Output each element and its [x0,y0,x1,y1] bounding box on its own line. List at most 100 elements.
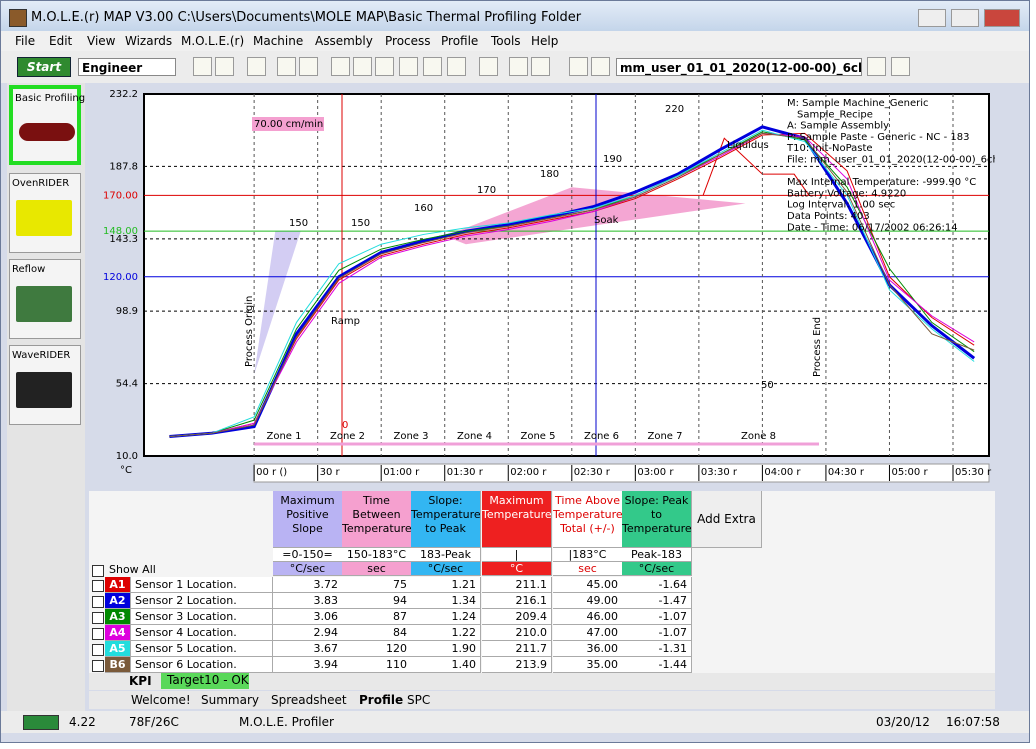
sidebar-button[interactable]: Reflow [9,259,81,339]
toolbar-button[interactable] [569,57,588,76]
annotation: Ramp [331,316,360,327]
sidebar-button[interactable]: WaveRIDER [9,345,81,425]
sidebar-icon [16,286,72,322]
y-tick-label: 232.2 [109,89,138,100]
title-bar: M.O.L.E.(r) MAP V3.00 C:\Users\Documents… [1,1,1029,31]
sheet-tab[interactable]: KPI [129,674,152,688]
menu-item[interactable]: Wizards [125,34,173,48]
add-extra-button[interactable]: Add Extra [692,491,762,548]
toolbar-button[interactable] [479,57,498,76]
menu-item[interactable]: M.O.L.E.(r) [181,34,245,48]
show-all-checkbox[interactable] [92,565,104,577]
column-subheader: 150-183°C [342,548,412,562]
toolbar-button[interactable] [447,57,466,76]
maximize-button[interactable] [951,9,979,27]
zone-label: Zone 5 [521,431,556,442]
menu-item[interactable]: Machine [253,34,304,48]
y-tick-label: 143.3 [109,234,138,245]
sidebar-button[interactable]: OvenRIDER [9,173,81,253]
column-subheader: 183-Peak [411,548,481,562]
info-line: File: mm_user_01_01_2020(12-00-00)_6ch.x… [787,155,995,166]
x-tick-label: 05:00 r [891,467,928,478]
menu-item[interactable]: Edit [49,34,73,48]
toolbar-button[interactable] [193,57,212,76]
status-field: 03/20/12 [876,715,930,729]
menu-item[interactable]: File [15,34,36,48]
toolbar-button[interactable] [277,57,296,76]
view-tab[interactable]: Welcome! [131,693,191,707]
annotation: 150 [289,218,308,229]
role-select[interactable]: Engineer [78,58,176,76]
toolbar-button[interactable] [299,57,318,76]
row-checkbox[interactable] [92,644,104,656]
start-button[interactable]: Start [17,57,71,77]
table-cell: 84 [342,625,412,641]
menu-item[interactable]: Process [385,34,431,48]
view-tab[interactable]: Spreadsheet [271,693,347,707]
annotation: 50 [761,380,774,391]
toolbar-button[interactable] [353,57,372,76]
column-unit: sec [553,562,623,576]
battery-icon [23,715,59,730]
view-tab[interactable]: Profile [359,693,404,707]
sheet-tab[interactable]: Target10 - OK [161,673,249,689]
table-cell: 1.22 [411,625,481,641]
row-checkbox[interactable] [92,628,104,640]
toolbar-button[interactable] [399,57,418,76]
row-checkbox[interactable] [92,660,104,672]
status-bar: 4.22 78F/26C M.O.L.E. Profiler 03/20/12 16:0… [1,711,1029,733]
x-tick-label: 01:00 r [383,467,420,478]
table-cell: 47.00 [553,625,623,641]
menu-item[interactable]: Help [531,34,559,48]
info-line: A: Sample Assembly [787,121,889,132]
sidebar-label: Basic Profiling [15,93,86,104]
row-checkbox[interactable] [92,580,104,592]
minimize-button[interactable] [918,9,946,27]
sidebar-label: OvenRIDER [12,178,70,189]
table-cell: -1.47 [622,593,692,609]
table-cell: 45.00 [553,577,623,593]
row-checkbox[interactable] [92,612,104,624]
toolbar-button[interactable] [591,57,610,76]
view-tab[interactable]: SPC [407,693,431,707]
annotation: 170 [477,185,496,196]
column-unit: sec [342,562,412,576]
annotation: 160 [414,203,433,214]
table-cell: 49.00 [553,593,623,609]
column-header: Maximum Temperature [482,491,552,548]
column-header: Time Between Temperature [342,491,412,548]
annotation: 70.00 cm/min [254,119,323,130]
toolbar-button[interactable] [531,57,550,76]
info-line: P: Sample Paste - Generic - NC - 183 [787,132,969,143]
sidebar-button[interactable]: Basic Profiling [9,85,85,165]
menu-item[interactable]: View [87,34,116,48]
menu-item[interactable]: Tools [491,34,521,48]
file-select[interactable]: mm_user_01_01_2020(12-00-00)_6ch.xr [616,58,862,76]
menu-item[interactable]: Profile [441,34,479,48]
x-axis-band [253,463,990,483]
row-checkbox[interactable] [92,596,104,608]
y-tick-label: 148.00 [103,226,138,237]
toolbar-button[interactable] [423,57,442,76]
close-button[interactable] [984,9,1020,27]
sensor-line [169,132,975,437]
x-tick-label: 05:30 r [955,467,992,478]
column-header: Maximum Positive Slope [273,491,343,548]
table-cell: 36.00 [553,641,623,657]
table-cell: 3.94 [273,657,343,673]
toolbar-button[interactable] [215,57,234,76]
toolbar-button[interactable] [375,57,394,76]
sidebar-icon [16,200,72,236]
toolbar-button[interactable] [867,57,886,76]
menu-item[interactable]: Assembly [315,34,373,48]
table-cell: 46.00 [553,609,623,625]
toolbar-button[interactable] [331,57,350,76]
view-tab[interactable]: Summary [201,693,259,707]
toolbar-button[interactable] [891,57,910,76]
annotation: Process End [812,317,823,377]
sensor-id: A1 [105,577,131,593]
toolbar-button[interactable] [247,57,266,76]
annotation: 150 [351,218,370,229]
toolbar-button[interactable] [509,57,528,76]
info-line: Max Internal Temperature: -999.90 °C [787,177,976,188]
